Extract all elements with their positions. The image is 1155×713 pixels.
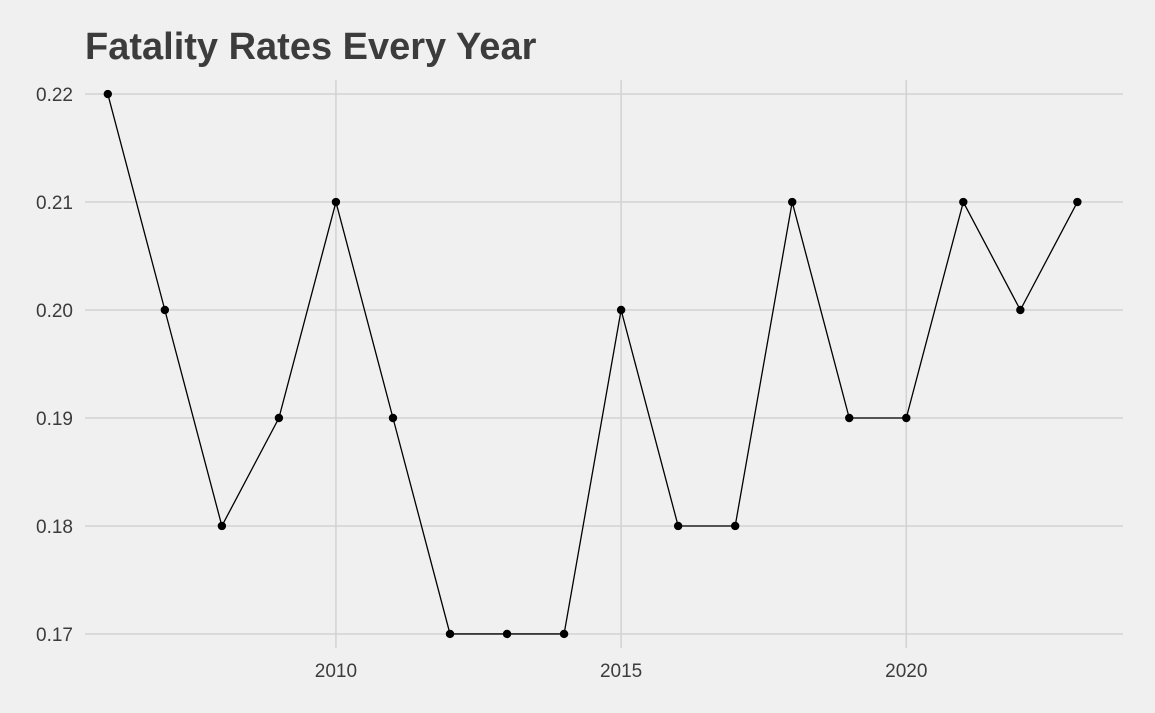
axis-labels: 0.17 0.18 0.19 0.20 0.21 0.22 2010 2015 2020 bbox=[36, 85, 927, 682]
data-point bbox=[274, 413, 284, 423]
y-tick-label: 0.22 bbox=[36, 85, 73, 106]
chart-title: Fatality Rates Every Year bbox=[85, 26, 537, 68]
data-point bbox=[1016, 305, 1025, 315]
data-point bbox=[673, 521, 683, 531]
series bbox=[103, 89, 1082, 639]
x-tick-label: 2020 bbox=[885, 661, 927, 682]
data-point bbox=[616, 305, 626, 315]
data-point bbox=[1073, 197, 1082, 207]
data-point bbox=[445, 629, 455, 639]
x-tick-label: 2010 bbox=[315, 661, 357, 682]
data-point bbox=[502, 629, 512, 639]
data-point bbox=[388, 413, 398, 423]
data-point bbox=[103, 89, 113, 99]
data-point bbox=[845, 413, 854, 423]
y-tick-label: 0.21 bbox=[36, 193, 73, 214]
data-point bbox=[559, 629, 569, 639]
y-tick-label: 0.19 bbox=[36, 409, 73, 430]
grid bbox=[85, 80, 1123, 648]
data-point bbox=[730, 521, 740, 531]
data-point bbox=[331, 197, 341, 207]
x-tick-label: 2015 bbox=[600, 661, 642, 682]
data-point bbox=[160, 305, 170, 315]
data-point bbox=[902, 413, 911, 423]
y-tick-label: 0.18 bbox=[36, 517, 73, 538]
y-tick-label: 0.17 bbox=[36, 625, 73, 646]
data-point bbox=[959, 197, 968, 207]
y-tick-label: 0.20 bbox=[36, 301, 73, 322]
data-point bbox=[217, 521, 227, 531]
series-line bbox=[107, 93, 1078, 635]
data-point bbox=[788, 197, 797, 207]
